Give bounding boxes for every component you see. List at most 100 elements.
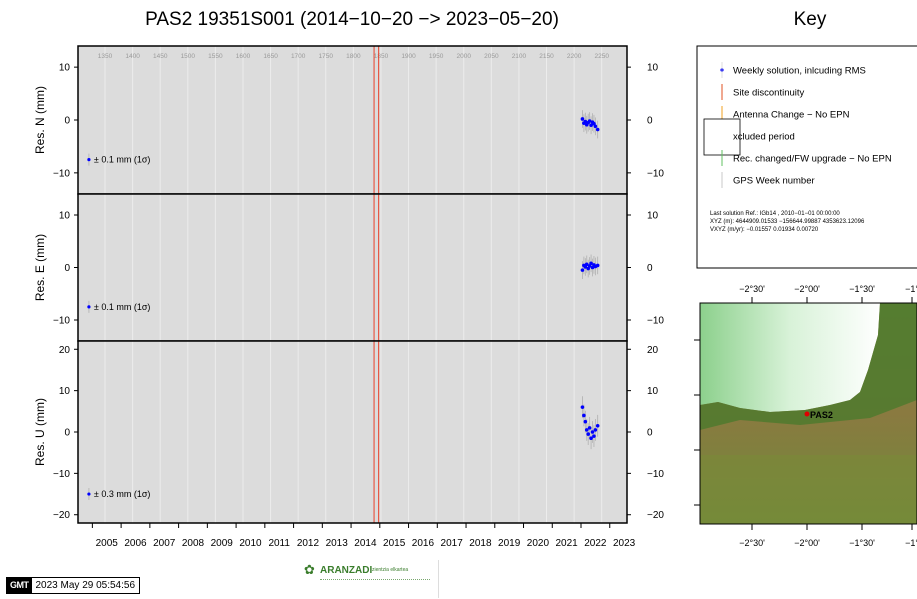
y-tick-label-right: 10 <box>647 211 659 222</box>
x-tick-label: 2012 <box>297 538 320 549</box>
key-item: Rec. changed/FW upgrade − No EPN <box>721 150 892 166</box>
weekly-solution-point <box>589 261 593 266</box>
y-tick-label-left: −10 <box>53 469 70 480</box>
x-tick-label: 2015 <box>383 538 406 549</box>
x-axis: 2005 2006 2007 2008 2009 2010 2011 2012 2013 2014… <box>91 523 636 549</box>
gps-week-label: 1500 <box>181 53 196 60</box>
weekly-solution-point <box>587 426 592 430</box>
y-tick-label-left: −20 <box>53 510 70 521</box>
weekly-solution-point <box>592 434 596 438</box>
key-item-label: Rec. changed/FW upgrade − No EPN <box>733 154 892 165</box>
weekly-solution-point <box>582 413 586 418</box>
gps-week-label: 1950 <box>429 53 444 60</box>
y-tick-label-right: 10 <box>647 63 659 74</box>
error-scale-label: ± 0.3 mm (1σ) <box>94 489 151 499</box>
panel-north: 1350 1400 1450 1500 1550 1600 1650 1700 1750 1800… <box>33 45 664 195</box>
x-tick-label: 2021 <box>556 538 579 549</box>
key-item: Weekly solution, inlcuding RMS <box>720 62 866 78</box>
x-tick-label: 2006 <box>124 538 147 549</box>
map-lon-label-bottom: −2°30' <box>739 538 765 548</box>
map-lon-label-top: −2°30' <box>739 284 765 294</box>
x-tick-label: 2011 <box>268 538 290 549</box>
site-marker <box>804 411 810 417</box>
gps-week-label: 1550 <box>208 53 223 60</box>
x-tick-label: 2016 <box>412 538 435 549</box>
gps-week-label: 1750 <box>319 53 334 60</box>
y-tick-label-left: 10 <box>59 211 71 222</box>
y-tick-label-left: 10 <box>59 63 71 74</box>
weekly-solution-point <box>590 430 595 434</box>
gps-week-label: 2150 <box>539 53 554 60</box>
x-tick-label: 2014 <box>354 538 377 549</box>
gps-week-label: 1800 <box>346 53 361 60</box>
weekly-solution-point <box>590 265 595 270</box>
weekly-solution-point <box>583 265 588 269</box>
key-item: Site discontinuity <box>721 84 805 100</box>
site-map: PAS2 −2°30' −2°30' −2°00' −2°00' −1°30' −1°30… <box>694 284 917 548</box>
map-lon-label-bottom: −1°30' <box>849 538 875 548</box>
key-solution-vxyz: VXYZ (m/yr): −0.01557 0.01934 0.00720 <box>710 227 819 233</box>
map-lon-label-bottom: −1° <box>905 538 917 548</box>
map-lon-label-top: −2°00' <box>794 284 820 294</box>
error-scale-point <box>87 305 91 309</box>
weekly-solution-point <box>587 264 592 268</box>
gps-week-label: 2250 <box>594 53 609 60</box>
x-tick-label: 2017 <box>441 538 464 549</box>
y-tick-label-right: 10 <box>647 386 659 397</box>
y-axis-label: Res. U (mm) <box>33 398 47 466</box>
y-tick-label-left: 0 <box>64 263 70 274</box>
error-scale-point <box>87 492 91 496</box>
key-item-label: GPS Week number <box>733 176 815 187</box>
y-tick-label-left: 0 <box>64 428 70 439</box>
x-tick-label: 2005 <box>96 538 119 549</box>
panel-east: ± 0.1 mm (1σ) −10 −10 0 0 10 10 Res. E (mm) <box>33 193 664 342</box>
x-tick-label: 2013 <box>326 538 349 549</box>
weekly-solution-point <box>583 419 588 424</box>
weekly-solution-point <box>584 428 589 432</box>
y-tick-label-left: −10 <box>53 316 70 327</box>
gps-week-label: 2200 <box>567 53 582 60</box>
weekly-solution-point <box>586 266 590 271</box>
y-tick-label-left: 10 <box>59 386 71 397</box>
map-lon-label-bottom: −2°00' <box>794 538 820 548</box>
y-tick-label-right: −20 <box>647 510 664 521</box>
y-tick-label-left: 0 <box>64 116 70 127</box>
institution-name: ARANZADI <box>320 565 373 576</box>
gps-week-label: 1400 <box>125 53 140 60</box>
key-item-label: Site discontinuity <box>733 88 805 99</box>
institution-logo: ✿ ARANZADI zientzia elkartea <box>300 560 440 598</box>
residual-panels: 1350 1400 1450 1500 1550 1600 1650 1700 1750 1800… <box>33 45 664 549</box>
y-axis-label: Res. E (mm) <box>33 234 47 301</box>
gps-week-label: 1350 <box>98 53 113 60</box>
gps-week-label: 1450 <box>153 53 168 60</box>
gps-week-label: 1700 <box>291 53 306 60</box>
x-tick-label: 2009 <box>211 538 234 549</box>
gps-week-label: 1850 <box>374 53 389 60</box>
gps-week-label: 1900 <box>401 53 416 60</box>
gps-week-label: 1650 <box>263 53 278 60</box>
site-label: PAS2 <box>810 410 833 420</box>
footer-separator <box>438 560 439 598</box>
weekly-solution-point <box>580 117 585 121</box>
gmt-logo: GMT <box>7 578 32 593</box>
error-scale-label: ± 0.1 mm (1σ) <box>94 155 151 165</box>
key-item: GPS Week number <box>721 172 815 188</box>
error-scale-label: ± 0.1 mm (1σ) <box>94 302 151 312</box>
weekly-solution-point <box>586 432 590 436</box>
y-tick-label-right: 0 <box>647 116 653 127</box>
weekly-solution-point <box>595 263 600 268</box>
error-scale-point <box>87 158 91 162</box>
x-tick-label: 2007 <box>153 538 176 549</box>
map-lon-label-top: −1° <box>905 284 917 294</box>
x-tick-label: 2019 <box>498 538 521 549</box>
weekly-solution-point <box>587 119 592 123</box>
weekly-solution-point <box>593 428 598 432</box>
y-tick-label-left: −10 <box>53 168 70 179</box>
weekly-solution-point <box>589 436 593 441</box>
key-solution-ref: Last solution Ref.: IGb14 , 2010−01−01 0… <box>710 211 840 217</box>
gps-week-label: 2000 <box>457 53 472 60</box>
key-legend: Weekly solution, inlcuding RMS Site disco… <box>696 45 917 269</box>
y-tick-label-right: 0 <box>647 263 653 274</box>
weekly-solution-point <box>580 268 585 272</box>
